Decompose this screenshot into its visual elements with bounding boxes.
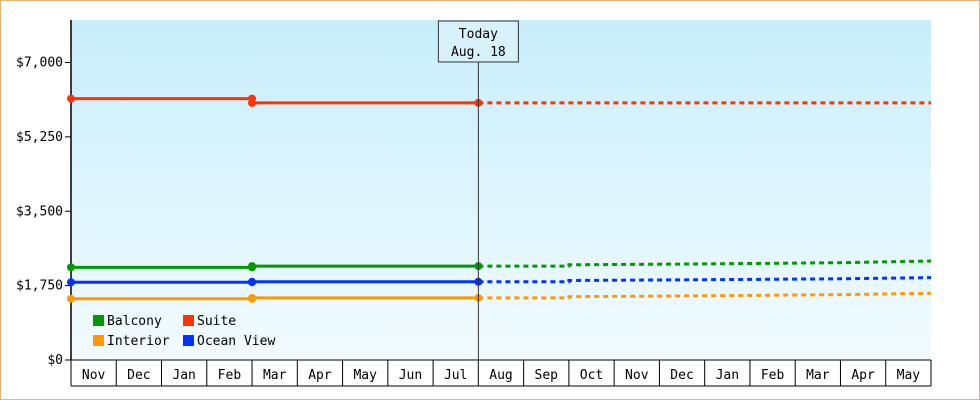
- data-point[interactable]: [67, 278, 75, 286]
- x-tick-label: Aug: [489, 368, 512, 383]
- y-tick-label: $7,000: [16, 56, 63, 71]
- data-point[interactable]: [248, 99, 256, 107]
- data-point[interactable]: [248, 278, 256, 286]
- legend-label: Interior: [107, 334, 170, 349]
- x-tick-label: Jun: [399, 368, 422, 383]
- x-tick-label: May: [897, 368, 921, 383]
- legend-label: Ocean View: [197, 334, 275, 349]
- data-point[interactable]: [67, 263, 75, 271]
- y-tick-label: $0: [47, 353, 63, 368]
- data-point[interactable]: [67, 295, 75, 303]
- x-tick-label: May: [353, 368, 377, 383]
- legend-swatch: [93, 335, 104, 346]
- legend-swatch: [93, 315, 104, 326]
- x-tick-label: Apr: [308, 368, 332, 383]
- data-point[interactable]: [67, 95, 75, 103]
- x-tick-label: Apr: [851, 368, 875, 383]
- x-tick-label: Jul: [444, 368, 467, 383]
- legend-label: Suite: [197, 314, 236, 329]
- x-tick-label: Nov: [625, 368, 649, 383]
- x-tick-label: Sep: [535, 368, 559, 383]
- x-tick-label: Jan: [172, 368, 195, 383]
- today-date: Aug. 18: [451, 45, 506, 60]
- x-tick-label: Feb: [218, 368, 242, 383]
- data-point[interactable]: [248, 294, 256, 302]
- legend-item-ocean-view[interactable]: Ocean View: [183, 334, 275, 349]
- x-tick-label: Feb: [761, 368, 785, 383]
- x-tick-label: Oct: [580, 368, 603, 383]
- series-actual-line: [71, 266, 478, 267]
- data-point[interactable]: [248, 262, 256, 270]
- x-tick-label: Dec: [670, 368, 693, 383]
- y-tick-label: $1,750: [16, 279, 63, 294]
- x-tick-label: Mar: [806, 368, 830, 383]
- series-actual-line: [71, 298, 478, 299]
- y-tick-label: $3,500: [16, 204, 63, 219]
- legend-label: Balcony: [107, 314, 162, 329]
- today-label: Today: [459, 27, 498, 42]
- x-tick-label: Dec: [127, 368, 150, 383]
- plot-background: [71, 20, 931, 360]
- legend-swatch: [183, 335, 194, 346]
- y-tick-label: $5,250: [16, 130, 63, 145]
- x-tick-label: Jan: [716, 368, 739, 383]
- x-tick-label: Nov: [82, 368, 106, 383]
- x-tick-label: Mar: [263, 368, 287, 383]
- legend-swatch: [183, 315, 194, 326]
